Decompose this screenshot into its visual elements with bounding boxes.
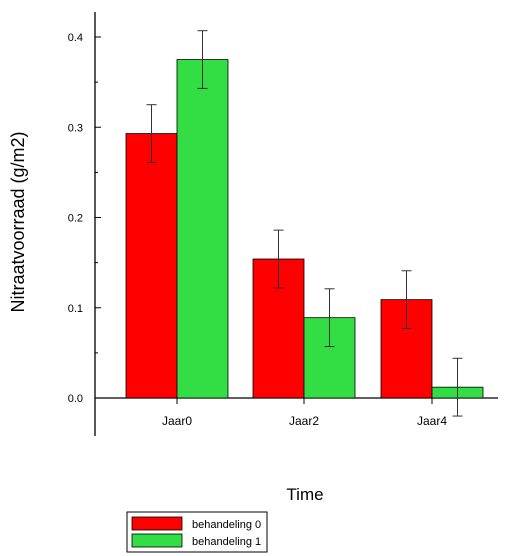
y-tick-label: 0.3 [68, 122, 83, 134]
x-tick-label: Jaar4 [417, 414, 447, 428]
plot-area: 0.0 0.1 0.2 0.3 0.4 Jaar0 Jaar2 Jaar4 [68, 12, 498, 436]
legend-swatch-0 [131, 516, 183, 531]
y-axis-label: Nitraatvoorraad (g/m2) [8, 131, 28, 312]
legend-label-0: behandeling 0 [192, 519, 261, 531]
y-tick-label: 0.1 [68, 303, 83, 315]
x-axis-label: Time [286, 485, 323, 504]
bar-behandeling-0-Jaar0 [125, 133, 178, 399]
legend-label-1: behandeling 1 [192, 536, 261, 548]
x-tick-label: Jaar0 [162, 414, 192, 428]
bar-behandeling-1-Jaar0 [176, 59, 229, 399]
x-tick-label: Jaar2 [289, 414, 319, 428]
legend-swatch-1 [131, 533, 183, 548]
y-tick-label: 0.0 [68, 393, 83, 405]
legend: behandeling 0 behandeling 1 [126, 511, 268, 553]
y-tick-label: 0.2 [68, 213, 83, 225]
y-tick-label: 0.4 [68, 32, 83, 44]
